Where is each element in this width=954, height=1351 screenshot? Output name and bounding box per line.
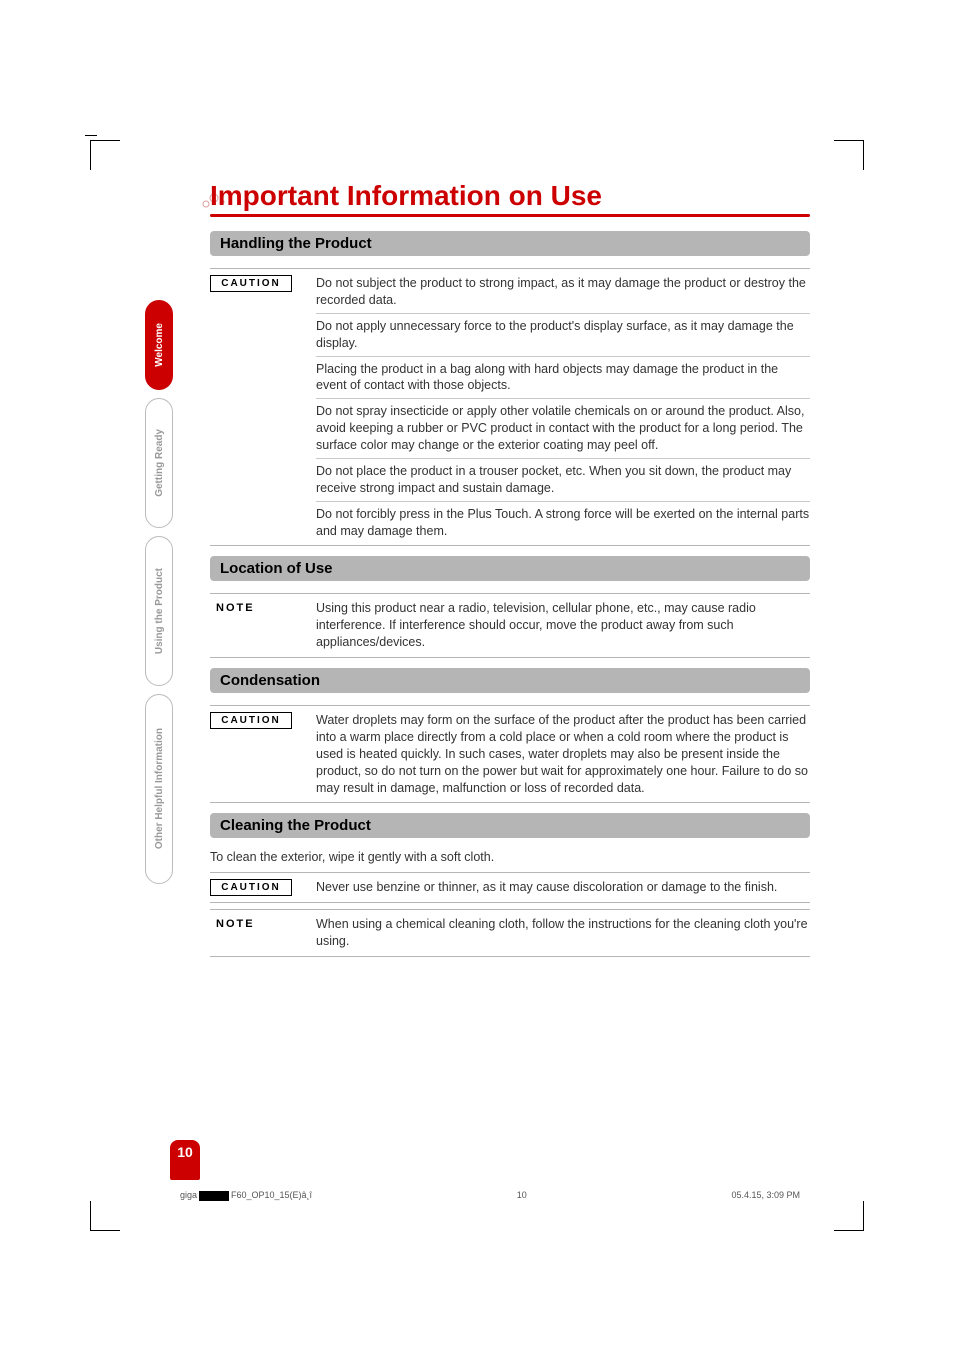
cleaning-note-text: When using a chemical cleaning cloth, fo… <box>316 916 810 950</box>
divider <box>316 356 810 357</box>
divider <box>316 313 810 314</box>
section-handling-body: CAUTION Do not subject the product to st… <box>210 268 810 546</box>
crop-mark-top-right <box>834 140 864 170</box>
section-header-cleaning: Cleaning the Product <box>210 813 810 838</box>
page-number: 10 <box>177 1144 193 1160</box>
divider <box>210 593 810 594</box>
badge-label: CAUTION <box>210 879 292 896</box>
section-condensation-body: CAUTION Water droplets may form on the s… <box>210 705 810 803</box>
divider <box>316 458 810 459</box>
footer-center: 10 <box>517 1190 527 1201</box>
handling-item: Do not apply unnecessary force to the pr… <box>316 318 810 352</box>
divider <box>210 657 810 658</box>
divider <box>316 501 810 502</box>
handling-item: Do not place the product in a trouser po… <box>316 463 810 497</box>
divider <box>210 902 810 903</box>
page-number-badge: 10 <box>170 1140 200 1180</box>
cleaning-intro: To clean the exterior, wipe it gently wi… <box>210 850 810 864</box>
section-location-body: NOTE Using this product near a radio, te… <box>210 593 810 658</box>
crop-mark-bottom-right <box>834 1201 864 1231</box>
badge-label: NOTE <box>210 600 300 616</box>
section-cleaning-caution: CAUTION Never use benzine or thinner, as… <box>210 872 810 903</box>
badge-label: CAUTION <box>210 275 292 292</box>
crop-mark-top-left <box>90 140 120 170</box>
footer-left: giga F60_OP10_15(E)â¸î <box>180 1190 312 1201</box>
note-badge: NOTE <box>210 600 300 651</box>
section-header-location: Location of Use <box>210 556 810 581</box>
location-item: Using this product near a radio, televis… <box>316 600 810 651</box>
divider <box>210 545 810 546</box>
divider <box>210 872 810 873</box>
page-content: Important Information on Use Handling th… <box>150 180 810 963</box>
condensation-item: Water droplets may form on the surface o… <box>316 712 810 796</box>
caution-badge: CAUTION <box>210 275 300 539</box>
caution-badge: CAUTION <box>210 879 300 896</box>
handling-item: Do not subject the product to strong imp… <box>316 275 810 309</box>
divider <box>210 802 810 803</box>
footer-text: F60_OP10_15(E)â¸î <box>231 1190 312 1200</box>
divider <box>210 268 810 269</box>
note-badge: NOTE <box>210 916 300 950</box>
footer-right: 05.4.15, 3:09 PM <box>731 1190 800 1201</box>
divider <box>210 956 810 957</box>
redaction-block <box>199 1191 229 1201</box>
caution-badge: CAUTION <box>210 712 300 796</box>
footer-text: giga <box>180 1190 197 1200</box>
divider <box>316 398 810 399</box>
section-header-condensation: Condensation <box>210 668 810 693</box>
title-underline <box>210 214 810 217</box>
badge-label: CAUTION <box>210 712 292 729</box>
print-footer: giga F60_OP10_15(E)â¸î 10 05.4.15, 3:09 P… <box>180 1190 800 1201</box>
page-title: Important Information on Use <box>210 180 810 212</box>
section-header-handling: Handling the Product <box>210 231 810 256</box>
section-cleaning-note: NOTE When using a chemical cleaning clot… <box>210 909 810 957</box>
badge-label: NOTE <box>210 916 300 932</box>
handling-item: Placing the product in a bag along with … <box>316 361 810 395</box>
handling-item: Do not spray insecticide or apply other … <box>316 403 810 454</box>
divider <box>210 705 810 706</box>
cleaning-caution-text: Never use benzine or thinner, as it may … <box>316 879 810 896</box>
divider <box>210 909 810 910</box>
handling-item: Do not forcibly press in the Plus Touch.… <box>316 506 810 540</box>
crop-mark-bottom-left <box>90 1201 120 1231</box>
